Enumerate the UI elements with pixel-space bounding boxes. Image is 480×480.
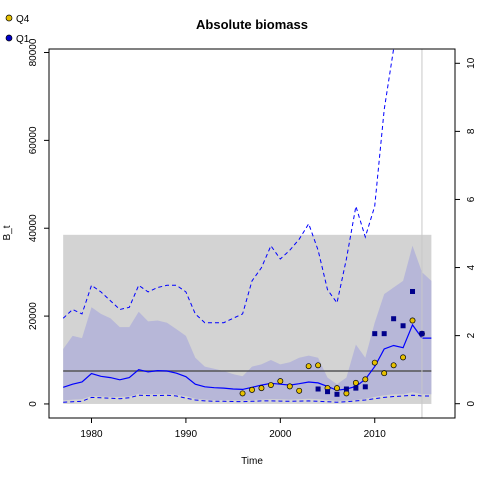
plot-area — [62, 48, 432, 418]
legend-label-q4: Q4 — [16, 14, 30, 25]
x-tick-label-1: 1990 — [175, 429, 198, 440]
q4-point-10 — [334, 385, 340, 392]
y2-tick-label-2: 4 — [466, 264, 477, 270]
q1-point-5 — [362, 384, 368, 390]
q4-point-7 — [305, 363, 312, 370]
x-tick-label-2: 2000 — [269, 429, 292, 440]
q4-point-13 — [362, 376, 369, 383]
q1-point-1 — [325, 389, 331, 395]
y-tick-label-4: 80000 — [28, 38, 39, 66]
q4-point-4 — [277, 378, 284, 385]
q1-point-9 — [400, 323, 406, 329]
legend-label-q1: Q1 — [16, 34, 30, 45]
y-tick-label-0: 0 — [28, 401, 39, 407]
q4-point-18 — [409, 317, 416, 324]
q1-point-0 — [315, 386, 321, 392]
y-axis: 0 20000 40000 60000 80000 — [28, 38, 49, 407]
q4-point-0 — [239, 390, 246, 397]
q4-point-5 — [286, 383, 293, 390]
q4-point-17 — [400, 354, 407, 361]
q4-point-14 — [371, 359, 378, 366]
legend-marker-q1 — [5, 34, 13, 42]
q4-point-1 — [249, 386, 255, 393]
x-tick-label-3: 2010 — [364, 429, 387, 440]
y2-tick-label-0: 0 — [466, 400, 477, 406]
y2-axis: 0 2 4 6 8 10 — [455, 57, 477, 406]
q4-point-12 — [352, 379, 359, 386]
q1-point-6 — [372, 331, 378, 337]
plot-frame — [48, 48, 456, 419]
q1-point-10 — [410, 288, 416, 294]
q4-point-6 — [296, 387, 303, 394]
y-axis-label: B_t — [2, 225, 13, 240]
x-tick-label-0: 1980 — [80, 429, 103, 440]
x-axis: 1980 1990 2000 2010 — [80, 418, 386, 440]
y2-tick-label-4: 8 — [466, 128, 477, 134]
y-tick-label-3: 60000 — [28, 126, 39, 154]
q4-point-11 — [343, 390, 350, 397]
q1-point-4 — [353, 385, 359, 391]
q1-point-8 — [391, 316, 397, 322]
q4-point-8 — [315, 362, 322, 369]
legend-marker-q4 — [5, 14, 13, 22]
chart-title: Absolute biomass — [196, 17, 308, 32]
q1-point-7 — [381, 331, 387, 337]
q1-point-3 — [343, 386, 349, 392]
y-tick-label-2: 40000 — [28, 214, 39, 242]
lower-95-line — [63, 394, 432, 403]
q4-point-2 — [258, 385, 265, 392]
y2-tick-label-5: 10 — [466, 57, 477, 69]
y2-tick-label-3: 6 — [466, 196, 477, 202]
ci-band — [63, 245, 432, 401]
legend: Q4 Q1 — [5, 14, 30, 45]
median-biomass-line — [63, 323, 432, 391]
q4-point-16 — [390, 362, 397, 369]
q1-point-2 — [334, 391, 340, 397]
q4-point-3 — [267, 382, 274, 389]
x-axis-label: Time — [241, 456, 263, 467]
q1-point-11 — [419, 331, 425, 337]
y2-tick-label-1: 2 — [466, 332, 477, 338]
y-tick-label-1: 20000 — [28, 302, 39, 330]
q4-point-15 — [381, 370, 388, 377]
